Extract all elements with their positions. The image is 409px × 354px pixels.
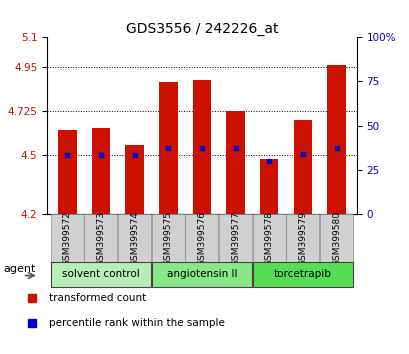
Text: GSM399578: GSM399578 [264, 211, 273, 266]
Bar [285, 214, 319, 262]
Text: angiotensin II: angiotensin II [166, 269, 236, 279]
Bar [151, 214, 184, 262]
Bar [118, 214, 151, 262]
Bar [293, 120, 311, 214]
Text: GSM399575: GSM399575 [163, 211, 172, 266]
Bar [51, 262, 151, 287]
Bar [192, 80, 211, 214]
Bar [226, 111, 244, 214]
Bar [252, 262, 352, 287]
Bar [326, 65, 345, 214]
Text: GSM399579: GSM399579 [298, 211, 307, 266]
Bar [151, 262, 252, 287]
Text: GSM399572: GSM399572 [63, 211, 72, 266]
Bar [319, 214, 352, 262]
Bar [84, 214, 117, 262]
Text: agent: agent [4, 264, 36, 274]
Bar [58, 130, 76, 214]
Bar [252, 214, 285, 262]
Text: GSM399576: GSM399576 [197, 211, 206, 266]
Text: GSM399580: GSM399580 [331, 211, 340, 266]
Bar [159, 82, 177, 214]
Bar [92, 128, 110, 214]
Text: percentile rank within the sample: percentile rank within the sample [49, 318, 224, 328]
Title: GDS3556 / 242226_at: GDS3556 / 242226_at [126, 22, 277, 36]
Bar [259, 159, 278, 214]
Bar [125, 145, 144, 214]
Bar [51, 214, 83, 262]
Text: solvent control: solvent control [62, 269, 139, 279]
Bar [218, 214, 252, 262]
Text: GSM399577: GSM399577 [231, 211, 240, 266]
Text: GSM399573: GSM399573 [96, 211, 105, 266]
Text: GSM399574: GSM399574 [130, 211, 139, 266]
Text: transformed count: transformed count [49, 293, 146, 303]
Text: torcetrapib: torcetrapib [273, 269, 331, 279]
Bar [185, 214, 218, 262]
